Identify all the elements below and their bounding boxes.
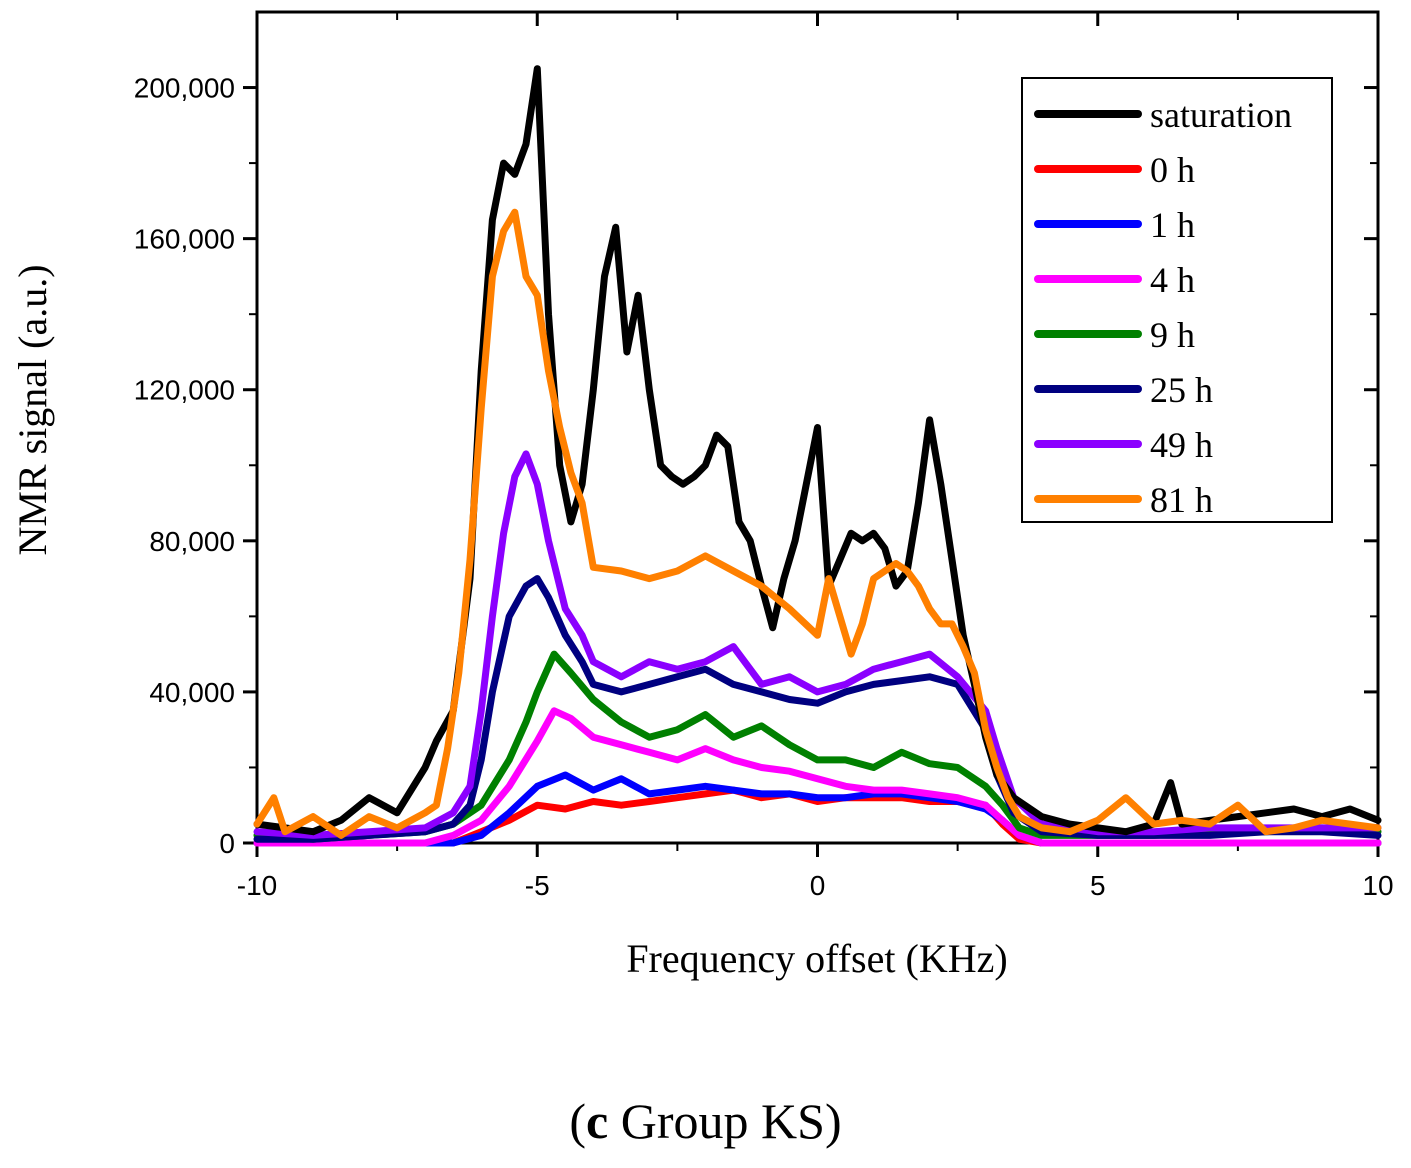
legend: saturation 0 h 1 h 4 h 9 h 25 h 49 h 81 h (1021, 77, 1333, 523)
y-tick-label: 120,000 (134, 375, 235, 406)
y-tick-label: 200,000 (134, 73, 235, 104)
x-axis: -10 -5 0 5 10 (237, 12, 1394, 901)
y-axis-title: NMR signal (a.u.) (10, 264, 55, 555)
legend-label: 0 h (1150, 150, 1195, 190)
series-layer (253, 65, 1382, 847)
caption-text: Group KS (608, 1093, 825, 1149)
series-line-49-h (253, 450, 1382, 839)
y-tick-label: 0 (219, 828, 235, 859)
y-axis: 0 40,000 80,000 120,000 160,000 200,000 (134, 73, 1378, 859)
caption-label: c (586, 1093, 609, 1149)
x-tick-label: 5 (1090, 870, 1106, 901)
y-tick-label: 160,000 (134, 224, 235, 255)
y-tick-label: 40,000 (149, 677, 235, 708)
x-axis-title: Frequency offset (KHz) (626, 936, 1007, 981)
legend-label: 1 h (1150, 205, 1195, 245)
legend-label: saturation (1150, 95, 1292, 135)
x-tick-label: -5 (525, 870, 550, 901)
x-tick-label: 10 (1362, 870, 1393, 901)
legend-label: 4 h (1150, 260, 1195, 300)
x-tick-label: -10 (237, 870, 277, 901)
legend-label: 81 h (1150, 480, 1213, 520)
series-line-4-h (253, 707, 1382, 847)
legend-label: 9 h (1150, 315, 1195, 355)
figure-caption: (c Group KS) (569, 1093, 842, 1149)
x-tick-label: 0 (810, 870, 826, 901)
y-tick-label: 80,000 (149, 526, 235, 557)
legend-label: 49 h (1150, 425, 1213, 465)
legend-label: 25 h (1150, 370, 1213, 410)
series-line-81-h (253, 208, 1382, 839)
series-line-saturation (253, 65, 1382, 836)
